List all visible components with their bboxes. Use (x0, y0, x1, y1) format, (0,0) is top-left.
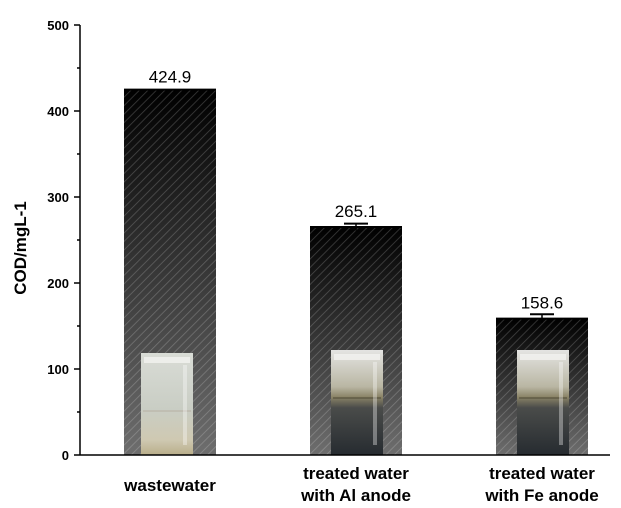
x-tick-label-line: with Fe anode (484, 486, 598, 505)
x-tick-label-line: treated water (489, 464, 595, 483)
value-label-2: 158.6 (521, 294, 564, 313)
x-tick-label-2: treated water with Fe anode (484, 464, 598, 505)
photo-glass-highlight (373, 362, 377, 445)
x-tick-label-line: treated water (303, 464, 409, 483)
error-bar-1 (344, 222, 368, 231)
photo-glass-highlight (183, 365, 187, 445)
x-tick-label-line: with Al anode (300, 486, 411, 505)
value-label-0: 424.9 (149, 68, 192, 87)
y-tick-label: 100 (47, 362, 69, 377)
photo-rim (520, 354, 566, 360)
y-tick-label: 200 (47, 276, 69, 291)
x-tick-label-0: wastewater (123, 476, 216, 495)
value-label-1: 265.1 (335, 202, 378, 221)
photo-rim (334, 354, 380, 360)
y-tick-label: 500 (47, 18, 69, 33)
photo-body (141, 353, 193, 455)
photo-body (517, 350, 569, 455)
photo-body (331, 350, 383, 455)
dark-sludge-beaker-photo (331, 350, 383, 455)
photo-glass-highlight (559, 362, 563, 445)
y-tick-label: 400 (47, 104, 69, 119)
x-tick-label-1: treated water with Al anode (300, 464, 411, 505)
dark-sludge-beaker-photo (517, 350, 569, 455)
bar-0 (124, 88, 216, 455)
photo-rim (144, 357, 190, 363)
y-axis-title: COD/mgL-1 (11, 201, 30, 295)
clear-water-beaker-photo (141, 353, 193, 455)
y-tick-label: 0 (62, 448, 69, 463)
y-tick-label: 300 (47, 190, 69, 205)
error-bar-2 (530, 313, 554, 323)
